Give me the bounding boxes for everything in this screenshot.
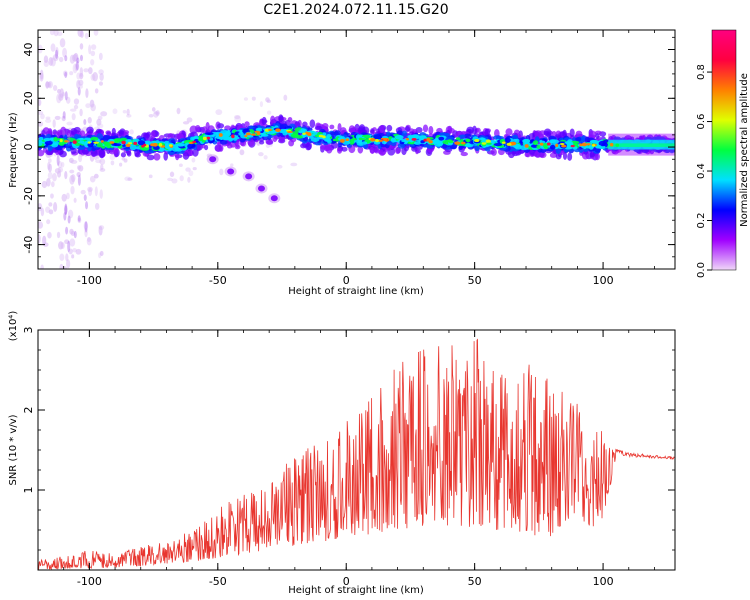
spectrogram-panel: -100 -50 0 50 100 -40 -20 0 20 40 Height of stra… — [8, 29, 676, 297]
y-tick-label: 3 — [22, 327, 35, 334]
y-tick-label: 40 — [22, 43, 35, 57]
colorbar-label: Normalized spectral amplitude — [739, 73, 750, 227]
x-tick-label: 50 — [468, 575, 482, 588]
y-tick-label: 20 — [22, 91, 35, 105]
x-tick-label: 0 — [343, 575, 350, 588]
x-tick-label: -50 — [209, 575, 227, 588]
x-tick-label: 50 — [468, 274, 482, 287]
colorbar-tick-label: 0.8 — [696, 64, 707, 80]
spectrogram-heatmap — [38, 30, 675, 269]
colorbar: 0.0 0.2 0.4 0.6 0.8 Normalized spectral ampl… — [696, 29, 750, 278]
colorbar-ticks: 0.0 0.2 0.4 0.6 0.8 — [696, 64, 712, 278]
snr-y-ticks: 1 2 3 — [22, 327, 675, 571]
spectrogram-y-ticks: -40 -20 0 20 40 — [22, 36, 675, 270]
snr-series-line — [38, 338, 675, 570]
y-tick-label: 2 — [22, 407, 35, 414]
y-tick-label: -40 — [22, 236, 35, 254]
spectrogram-x-axis-label: Height of straight line (km) — [288, 286, 424, 297]
snr-plot-frame — [37, 329, 676, 571]
y-tick-label: 0 — [22, 144, 35, 151]
snr-x-axis-label: Height of straight line (km) — [288, 585, 424, 596]
y-tick-label: 1 — [22, 487, 35, 494]
x-tick-label: 100 — [593, 274, 614, 287]
spectrogram-x-ticks: -100 -50 0 50 100 — [37, 30, 655, 287]
colorbar-tick-label: 0.0 — [696, 262, 707, 278]
spectrogram-y-axis-label: Frequency (Hz) — [8, 112, 19, 188]
x-tick-label: -100 — [77, 274, 102, 287]
x-tick-label: 0 — [343, 274, 350, 287]
snr-y-axis-label: SNR (10 * v/v) — [8, 414, 19, 485]
colorbar-tick-label: 0.4 — [696, 163, 707, 179]
colorbar-tick-label: 0.6 — [696, 114, 707, 130]
y-tick-label: -20 — [22, 187, 35, 205]
colorbar-gradient — [711, 29, 737, 271]
snr-y-multiplier: (x10⁴) — [8, 311, 19, 342]
figure-title: C2E1.2024.072.11.15.G20 — [263, 2, 448, 18]
x-tick-label: 100 — [593, 575, 614, 588]
snr-panel: -100 -50 0 50 100 1 2 3 Height of straight lin… — [8, 311, 676, 596]
x-tick-label: -50 — [209, 274, 227, 287]
spectrogram-plot-frame — [37, 29, 676, 270]
snr-x-ticks: -100 -50 0 50 100 — [37, 330, 655, 588]
x-tick-label: -100 — [77, 575, 102, 588]
colorbar-tick-label: 0.2 — [696, 213, 707, 229]
